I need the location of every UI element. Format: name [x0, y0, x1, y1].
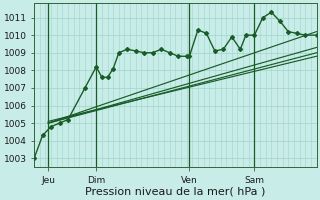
- X-axis label: Pression niveau de la mer( hPa ): Pression niveau de la mer( hPa ): [85, 187, 266, 197]
